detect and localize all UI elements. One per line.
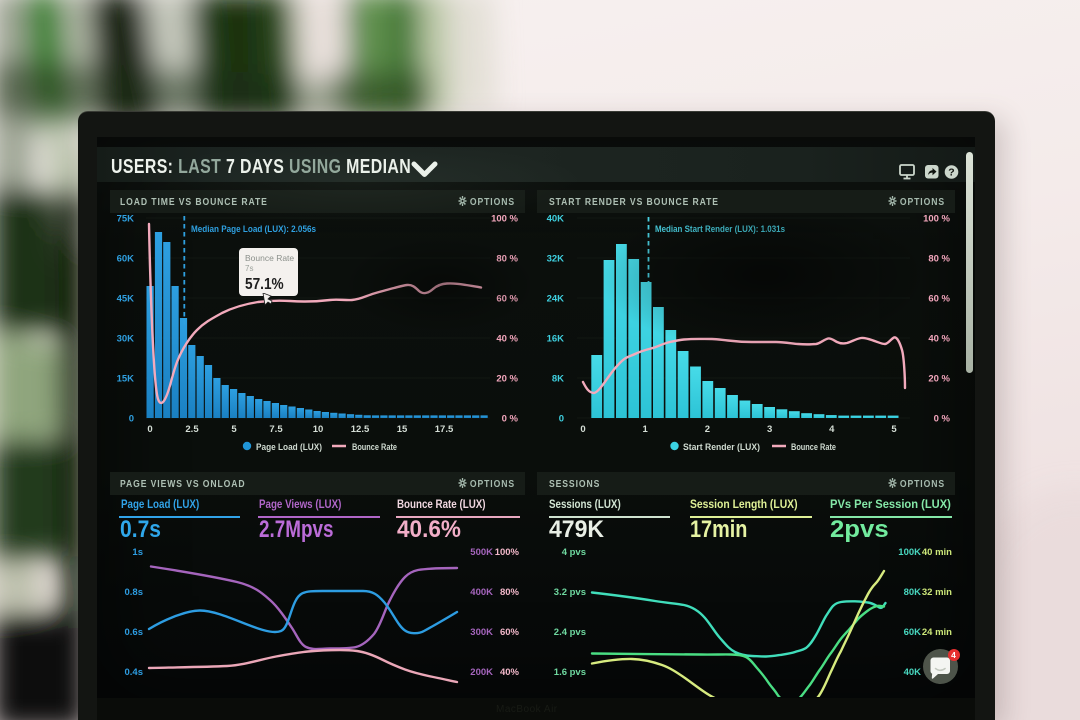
svg-text:40K: 40K	[547, 214, 565, 225]
svg-text:1: 1	[643, 424, 649, 435]
svg-text:0 %: 0 %	[934, 414, 951, 425]
svg-text:?: ?	[948, 167, 954, 179]
svg-text:40 %: 40 %	[928, 334, 950, 345]
svg-text:24 min: 24 min	[922, 627, 952, 638]
svg-text:0 %: 0 %	[502, 414, 519, 425]
svg-text:8K: 8K	[552, 374, 564, 385]
svg-text:80 %: 80 %	[496, 254, 518, 265]
svg-text:7.5: 7.5	[269, 424, 283, 435]
svg-text:15: 15	[397, 424, 408, 435]
svg-text:200K: 200K	[470, 667, 493, 678]
svg-text:0: 0	[559, 414, 564, 425]
svg-text:20 %: 20 %	[928, 374, 950, 385]
svg-text:16K: 16K	[547, 334, 565, 345]
svg-text:3: 3	[767, 424, 772, 435]
svg-text:Median Page Load (LUX): 2.056s: Median Page Load (LUX): 2.056s	[191, 224, 316, 235]
svg-text:2: 2	[705, 424, 710, 435]
svg-text:12.5: 12.5	[351, 424, 370, 435]
svg-text:60%: 60%	[500, 627, 520, 638]
svg-text:80 %: 80 %	[928, 254, 950, 265]
svg-text:0.8s: 0.8s	[125, 587, 144, 598]
svg-text:45K: 45K	[117, 294, 135, 305]
svg-text:100%: 100%	[495, 547, 520, 558]
svg-text:5: 5	[231, 424, 237, 435]
svg-text:40 min: 40 min	[922, 547, 952, 558]
svg-text:1s: 1s	[132, 547, 143, 558]
svg-text:30K: 30K	[117, 334, 135, 345]
svg-text:17.5: 17.5	[435, 424, 454, 435]
svg-text:3.2 pvs: 3.2 pvs	[554, 587, 586, 598]
svg-text:100 %: 100 %	[923, 214, 950, 225]
svg-text:0: 0	[147, 424, 152, 435]
svg-text:1.6 pvs: 1.6 pvs	[554, 667, 586, 678]
svg-text:80K: 80K	[904, 587, 922, 598]
svg-text:32K: 32K	[547, 254, 565, 265]
svg-text:2.5: 2.5	[185, 424, 199, 435]
svg-text:75K: 75K	[117, 214, 135, 225]
svg-text:500K: 500K	[470, 547, 493, 558]
svg-text:Start Render (LUX): Start Render (LUX)	[683, 442, 760, 453]
svg-text:0.6s: 0.6s	[125, 627, 144, 638]
svg-text:Bounce Rate: Bounce Rate	[791, 442, 836, 453]
svg-text:2.4 pvs: 2.4 pvs	[554, 627, 586, 638]
svg-text:15K: 15K	[117, 374, 135, 385]
svg-text:20 %: 20 %	[496, 374, 518, 385]
svg-text:0: 0	[129, 414, 134, 425]
svg-text:40K: 40K	[904, 667, 922, 678]
svg-text:5: 5	[891, 424, 897, 435]
svg-text:60K: 60K	[117, 254, 135, 265]
svg-text:400K: 400K	[470, 587, 493, 598]
svg-text:40 %: 40 %	[496, 334, 518, 345]
svg-text:Bounce Rate: Bounce Rate	[352, 442, 397, 453]
svg-text:0: 0	[580, 424, 585, 435]
svg-text:100K: 100K	[898, 547, 921, 558]
svg-text:24K: 24K	[547, 294, 565, 305]
svg-text:60 %: 60 %	[496, 294, 518, 305]
svg-text:32 min: 32 min	[922, 587, 952, 598]
svg-text:300K: 300K	[470, 627, 493, 638]
svg-text:40%: 40%	[500, 667, 520, 678]
svg-text:4: 4	[829, 424, 835, 435]
svg-text:100 %: 100 %	[491, 214, 518, 225]
svg-text:Page Load (LUX): Page Load (LUX)	[256, 442, 322, 453]
svg-text:10: 10	[313, 424, 324, 435]
svg-text:4 pvs: 4 pvs	[562, 547, 586, 558]
svg-text:60 %: 60 %	[928, 294, 950, 305]
svg-text:80%: 80%	[500, 587, 520, 598]
svg-text:0.4s: 0.4s	[125, 667, 144, 678]
svg-text:60K: 60K	[904, 627, 922, 638]
